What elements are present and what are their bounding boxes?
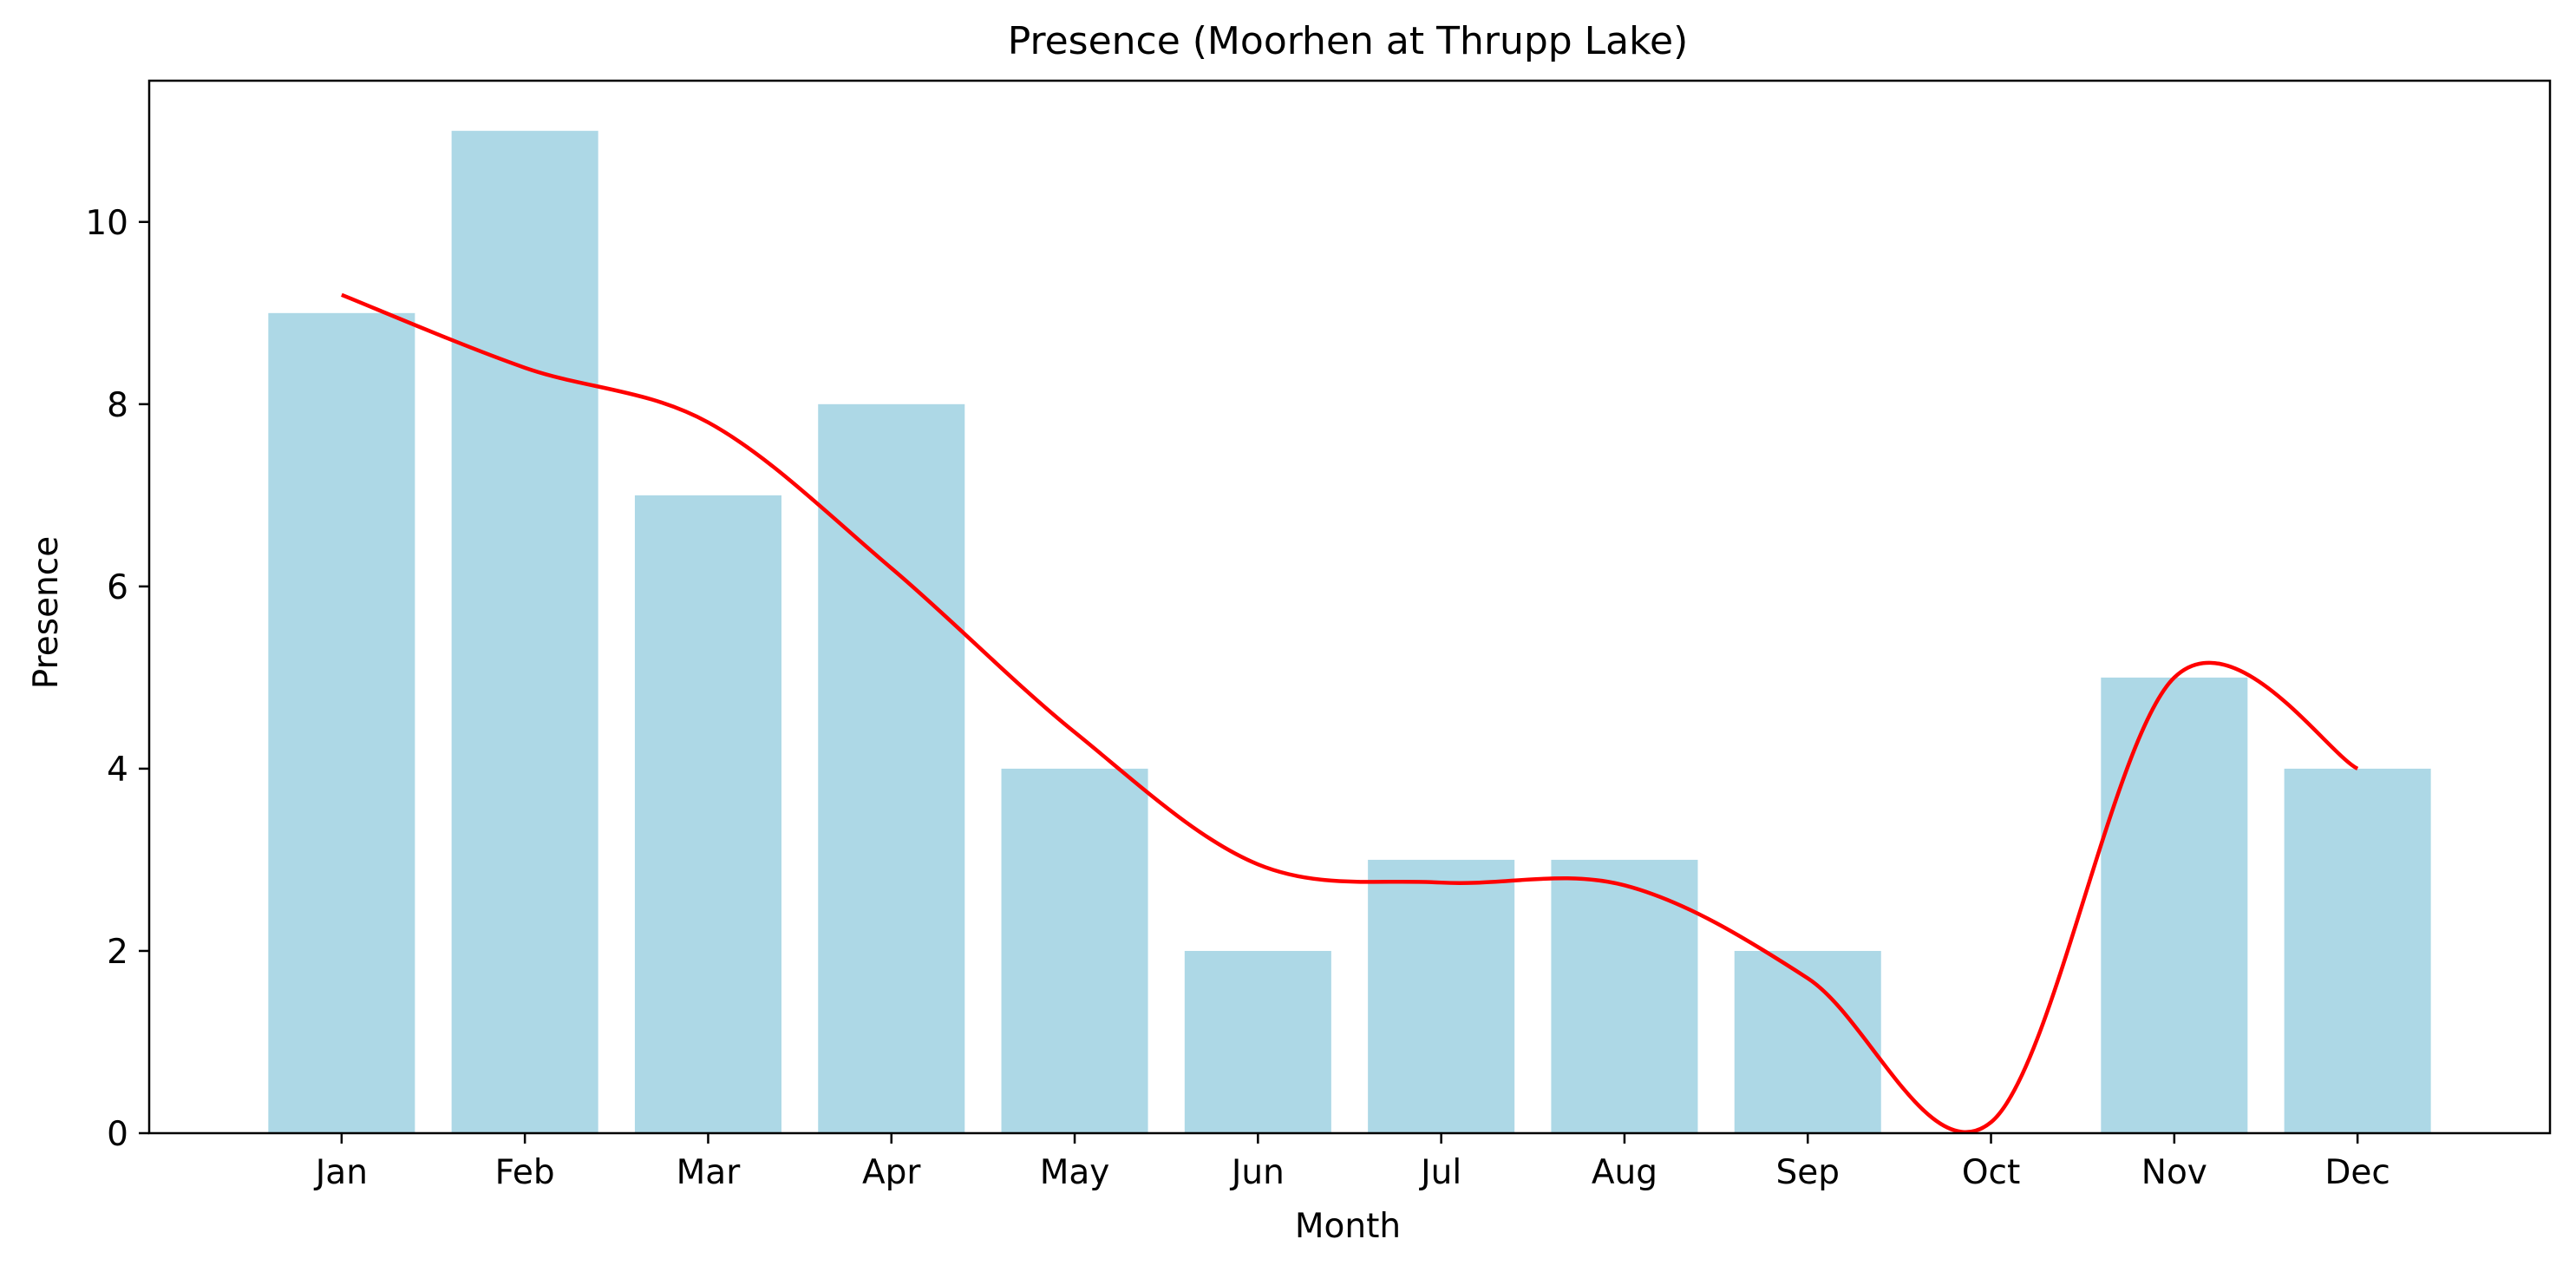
x-tick-label-may: May (1040, 1153, 1110, 1192)
y-axis-label: Presence (27, 536, 66, 689)
bar-sep (1734, 950, 1881, 1133)
trend-line-group (341, 292, 2359, 1134)
trend-line (341, 292, 2359, 1134)
y-tick-label-8: 8 (107, 386, 128, 425)
x-axis: Jan Feb Mar Apr May Jun Jul Aug Sep Oct Nov Dec (313, 1133, 2390, 1192)
x-tick-label-aug: Aug (1592, 1153, 1657, 1192)
y-tick-label-2: 2 (107, 933, 128, 972)
y-tick-label-6: 6 (107, 568, 128, 607)
bar-dec (2284, 768, 2431, 1133)
bar-mar (634, 495, 781, 1133)
x-axis-label: Month (1295, 1207, 1401, 1246)
x-tick-label-nov: Nov (2141, 1153, 2207, 1192)
x-tick-label-dec: Dec (2324, 1153, 2390, 1192)
bar-jun (1184, 950, 1331, 1133)
bar-feb (451, 130, 598, 1133)
bar-aug (1551, 859, 1698, 1133)
x-tick-label-sep: Sep (1775, 1153, 1840, 1192)
bar-jul (1368, 859, 1515, 1133)
x-tick-label-feb: Feb (495, 1153, 555, 1192)
y-tick-label-10: 10 (85, 204, 128, 243)
y-tick-label-0: 0 (107, 1115, 128, 1154)
bars-group (268, 130, 2431, 1134)
x-tick-label-jan: Jan (313, 1153, 368, 1192)
x-tick-label-apr: Apr (862, 1153, 921, 1192)
y-axis: 0 2 4 6 8 10 (85, 204, 149, 1154)
bar-may (1001, 768, 1148, 1133)
bar-nov (2101, 677, 2248, 1133)
bar-apr (818, 403, 965, 1133)
y-tick-label-4: 4 (107, 751, 128, 790)
x-tick-label-jun: Jun (1229, 1153, 1285, 1192)
x-tick-label-oct: Oct (1962, 1153, 2020, 1192)
x-tick-label-mar: Mar (677, 1153, 742, 1192)
chart-title: Presence (Moorhen at Thrupp Lake) (1008, 19, 1689, 63)
x-tick-label-jul: Jul (1418, 1153, 1461, 1192)
bar-jan (268, 312, 415, 1134)
plot-frame (147, 79, 2552, 1135)
